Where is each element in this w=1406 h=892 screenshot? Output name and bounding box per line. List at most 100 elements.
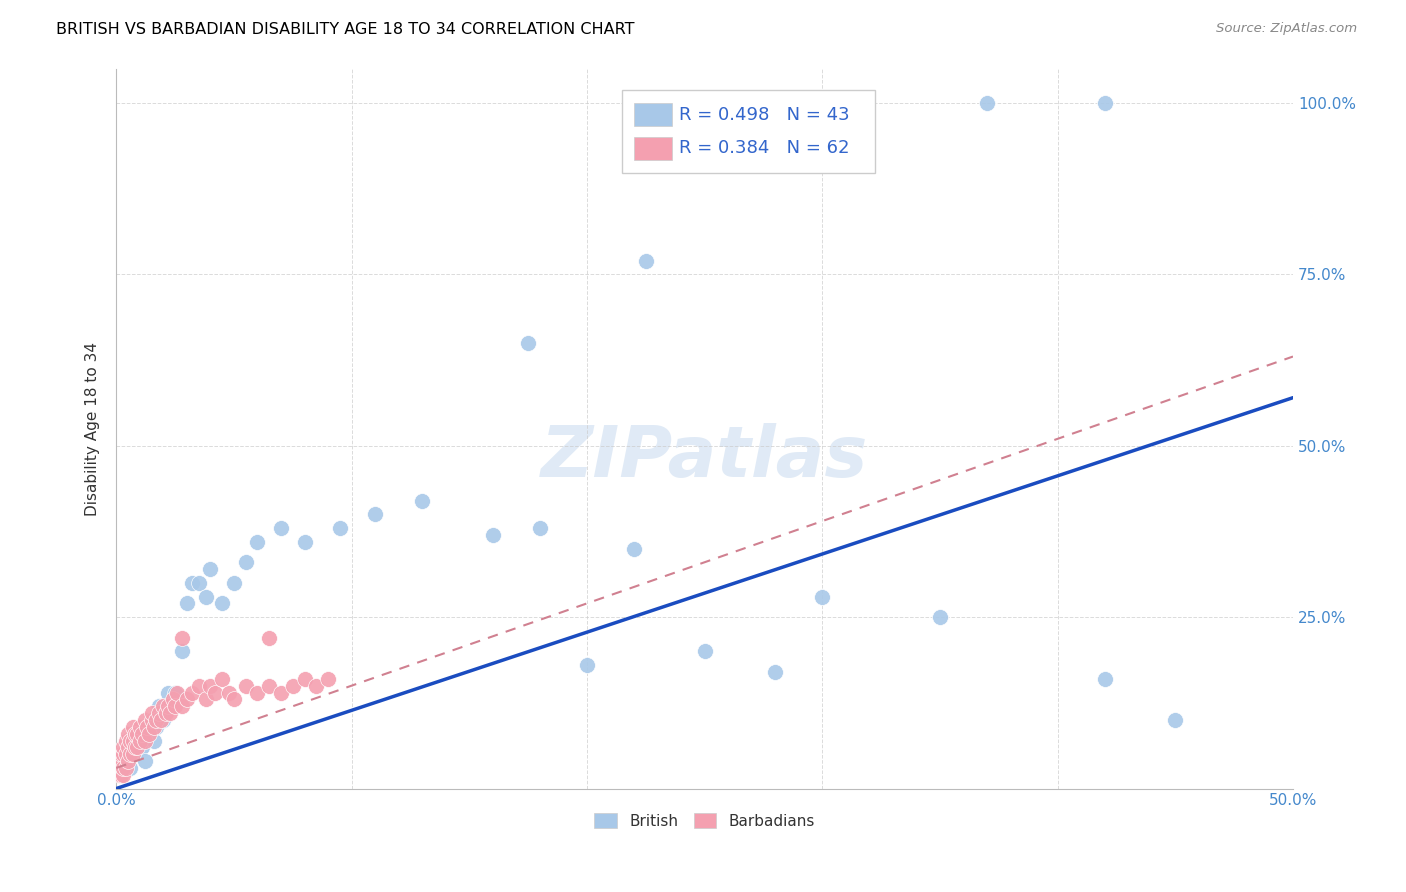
Point — [1094, 95, 1116, 110]
Point — [131, 726, 153, 740]
Point — [128, 726, 150, 740]
Point — [976, 95, 998, 110]
Point — [117, 740, 139, 755]
Point — [107, 761, 129, 775]
Point — [693, 644, 716, 658]
Point — [763, 665, 786, 679]
FancyBboxPatch shape — [634, 103, 672, 126]
Point — [517, 335, 540, 350]
FancyBboxPatch shape — [623, 90, 876, 173]
Point — [180, 685, 202, 699]
Point — [121, 747, 143, 762]
Point — [114, 754, 136, 768]
Point — [120, 747, 142, 762]
Point — [152, 713, 174, 727]
Point — [150, 713, 173, 727]
Point — [120, 733, 142, 747]
Point — [200, 679, 222, 693]
Point — [194, 590, 217, 604]
Point — [110, 754, 132, 768]
Point — [1094, 672, 1116, 686]
Point — [155, 706, 177, 720]
Point — [176, 596, 198, 610]
Point — [1164, 713, 1187, 727]
Point — [157, 699, 180, 714]
Point — [575, 658, 598, 673]
Point — [176, 692, 198, 706]
Point — [281, 679, 304, 693]
Point — [294, 534, 316, 549]
Point — [257, 679, 280, 693]
Legend: British, Barbadians: British, Barbadians — [588, 806, 821, 835]
Point — [131, 740, 153, 755]
Point — [114, 761, 136, 775]
Point — [180, 575, 202, 590]
Point — [134, 713, 156, 727]
Point — [112, 761, 135, 775]
Point — [159, 706, 181, 720]
Point — [145, 713, 167, 727]
Point — [112, 747, 135, 762]
Point — [134, 733, 156, 747]
Point — [270, 685, 292, 699]
Point — [148, 699, 170, 714]
Point — [142, 733, 165, 747]
Point — [257, 631, 280, 645]
Point — [172, 644, 194, 658]
Point — [128, 733, 150, 747]
Point — [117, 754, 139, 768]
Point — [194, 692, 217, 706]
Point — [329, 521, 352, 535]
Point — [127, 733, 149, 747]
Point — [135, 726, 157, 740]
Point — [110, 747, 132, 762]
Point — [157, 685, 180, 699]
Point — [127, 726, 149, 740]
Point — [148, 706, 170, 720]
Point — [121, 733, 143, 747]
Point — [138, 726, 160, 740]
Point — [121, 740, 143, 755]
FancyBboxPatch shape — [634, 136, 672, 160]
Point — [124, 740, 146, 755]
Point — [623, 541, 645, 556]
Point — [364, 507, 387, 521]
Point — [187, 679, 209, 693]
Point — [141, 713, 163, 727]
Point — [529, 521, 551, 535]
Point — [929, 610, 952, 624]
Point — [172, 631, 194, 645]
Point — [124, 726, 146, 740]
Point — [211, 672, 233, 686]
Point — [110, 768, 132, 782]
Point — [172, 699, 194, 714]
Point — [162, 692, 184, 706]
Point — [142, 720, 165, 734]
Point — [165, 699, 187, 714]
Point — [235, 555, 257, 569]
Point — [128, 720, 150, 734]
Point — [211, 596, 233, 610]
Point — [127, 740, 149, 755]
Point — [134, 754, 156, 768]
Text: BRITISH VS BARBADIAN DISABILITY AGE 18 TO 34 CORRELATION CHART: BRITISH VS BARBADIAN DISABILITY AGE 18 T… — [56, 22, 634, 37]
Point — [145, 720, 167, 734]
Point — [117, 726, 139, 740]
Point — [166, 685, 188, 699]
Text: R = 0.384   N = 62: R = 0.384 N = 62 — [679, 139, 849, 158]
Point — [141, 713, 163, 727]
Point — [114, 733, 136, 747]
Point — [200, 562, 222, 576]
Point — [120, 761, 142, 775]
Point — [204, 685, 226, 699]
Point — [411, 493, 433, 508]
Point — [246, 534, 269, 549]
Point — [187, 575, 209, 590]
Point — [124, 747, 146, 762]
Point — [117, 747, 139, 762]
Point — [634, 253, 657, 268]
Point — [112, 761, 135, 775]
Point — [222, 575, 245, 590]
Point — [235, 679, 257, 693]
Text: ZIPatlas: ZIPatlas — [541, 423, 869, 491]
